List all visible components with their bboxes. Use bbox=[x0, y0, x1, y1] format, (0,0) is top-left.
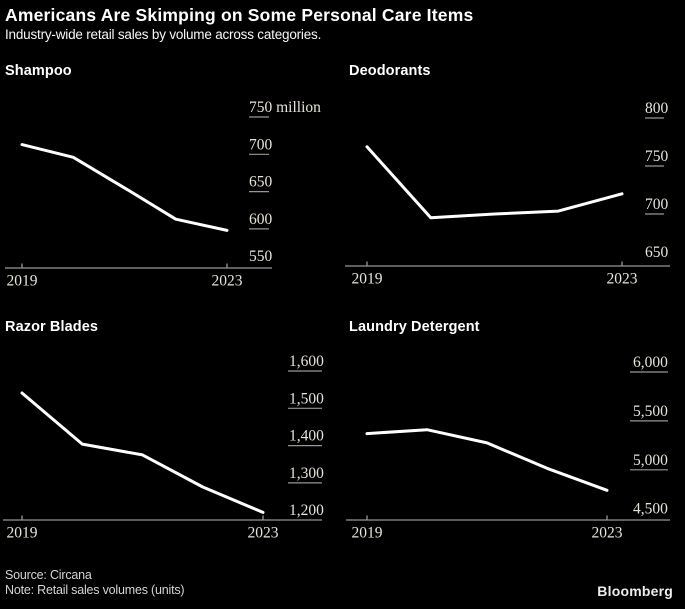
ytick-label: 1,400 bbox=[289, 428, 324, 445]
ytick-label: 5,000 bbox=[633, 452, 668, 469]
chart-shampoo: 750 million 700 650 600 550 2019 2023 bbox=[5, 99, 321, 290]
xtick-label: 2019 bbox=[7, 273, 38, 290]
figure-title: Americans Are Skimping on Some Personal … bbox=[5, 5, 474, 25]
data-line bbox=[20, 391, 265, 514]
chart-deodorants: 800 750 700 650 2019 2023 bbox=[345, 100, 670, 288]
ytick-label: 650 bbox=[249, 174, 273, 191]
xtick-label: 2023 bbox=[212, 273, 243, 290]
ytick-label: 600 bbox=[249, 211, 273, 228]
ytick-label: 4,500 bbox=[633, 501, 668, 518]
panel-title-shampoo: Shampoo bbox=[5, 63, 72, 79]
panel-title-razor-blades: Razor Blades bbox=[5, 319, 99, 335]
ytick-label: 800 bbox=[645, 100, 669, 117]
ytick-label: 650 bbox=[645, 244, 669, 261]
ytick-label: 1,500 bbox=[289, 390, 324, 407]
xtick-label: 2023 bbox=[248, 525, 279, 542]
ytick-label: 6,000 bbox=[633, 354, 668, 371]
chart-laundry-detergent: 6,000 5,500 5,000 4,500 2019 2023 bbox=[346, 354, 670, 542]
xtick-label: 2019 bbox=[352, 525, 383, 542]
ytick-label: 550 bbox=[249, 248, 273, 265]
ytick-label: 1,600 bbox=[289, 353, 324, 370]
xtick-label: 2023 bbox=[592, 525, 623, 542]
ytick-label: 750 million bbox=[249, 99, 321, 116]
panel-title-deodorants: Deodorants bbox=[349, 63, 431, 79]
panel-title-laundry-detergent: Laundry Detergent bbox=[349, 319, 480, 335]
data-line bbox=[20, 143, 229, 232]
ytick-label: 750 bbox=[645, 148, 669, 165]
xtick-label: 2019 bbox=[352, 271, 383, 288]
ytick-label: 700 bbox=[249, 136, 273, 153]
chart-razor-blades: 1,600 1,500 1,400 1,300 1,200 2019 2023 bbox=[3, 353, 324, 542]
ytick-label: 5,500 bbox=[633, 403, 668, 420]
ytick-label: 1,200 bbox=[289, 502, 324, 519]
figure-subtitle: Industry-wide retail sales by volume acr… bbox=[5, 27, 322, 42]
source-note-block: Source: Circana Note: Retail sales volum… bbox=[5, 568, 185, 598]
data-line bbox=[365, 145, 624, 220]
xtick-label: 2023 bbox=[607, 271, 638, 288]
source-line: Source: Circana bbox=[5, 568, 92, 582]
bloomberg-logo: Bloomberg bbox=[597, 583, 673, 599]
xtick-label: 2019 bbox=[7, 525, 38, 542]
ytick-label: 700 bbox=[645, 196, 669, 213]
data-line bbox=[365, 428, 609, 492]
note-line: Note: Retail sales volumes (units) bbox=[5, 583, 185, 597]
ytick-label: 1,300 bbox=[289, 465, 324, 482]
